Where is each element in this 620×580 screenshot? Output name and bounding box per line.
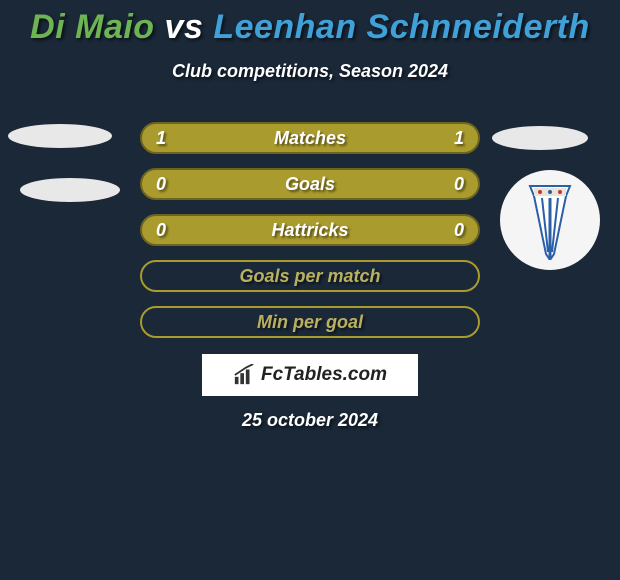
stat-label: Goals per match bbox=[239, 266, 380, 287]
stat-bar-min-per-goal: Min per goal bbox=[140, 306, 480, 338]
stat-label: Min per goal bbox=[257, 312, 363, 333]
right-club-badge bbox=[500, 170, 600, 270]
left-club-shape-1 bbox=[8, 124, 112, 148]
chart-icon bbox=[233, 364, 255, 386]
branding-box: FcTables.com bbox=[202, 354, 418, 396]
stat-right-value: 0 bbox=[454, 220, 464, 241]
stat-right-value: 0 bbox=[454, 174, 464, 195]
stat-bar-matches: 1 Matches 1 bbox=[140, 122, 480, 154]
stat-bars: 1 Matches 1 0 Goals 0 0 Hattricks 0 Goals per mat… bbox=[140, 122, 480, 352]
stat-label: Goals bbox=[285, 174, 335, 195]
comparison-title: Di Maio vs Leenhan Schnneiderth bbox=[0, 0, 620, 47]
stat-bar-goals: 0 Goals 0 bbox=[140, 168, 480, 200]
stat-bar-goals-per-match: Goals per match bbox=[140, 260, 480, 292]
branding-text: FcTables.com bbox=[261, 364, 387, 386]
vs-text: vs bbox=[165, 8, 204, 46]
date-text: 25 october 2024 bbox=[0, 410, 620, 431]
stat-left-value: 0 bbox=[156, 174, 166, 195]
stat-label: Hattricks bbox=[271, 220, 348, 241]
stat-left-value: 0 bbox=[156, 220, 166, 241]
stat-label: Matches bbox=[274, 128, 346, 149]
club-crest-icon bbox=[520, 180, 580, 260]
stat-right-value: 1 bbox=[454, 128, 464, 149]
player2-name: Leenhan Schnneiderth bbox=[213, 8, 590, 46]
player1-name: Di Maio bbox=[30, 8, 154, 46]
stat-bar-hattricks: 0 Hattricks 0 bbox=[140, 214, 480, 246]
right-club-shape-1 bbox=[492, 126, 588, 150]
stat-left-value: 1 bbox=[156, 128, 166, 149]
subtitle: Club competitions, Season 2024 bbox=[0, 61, 620, 82]
left-club-shape-2 bbox=[20, 178, 120, 202]
